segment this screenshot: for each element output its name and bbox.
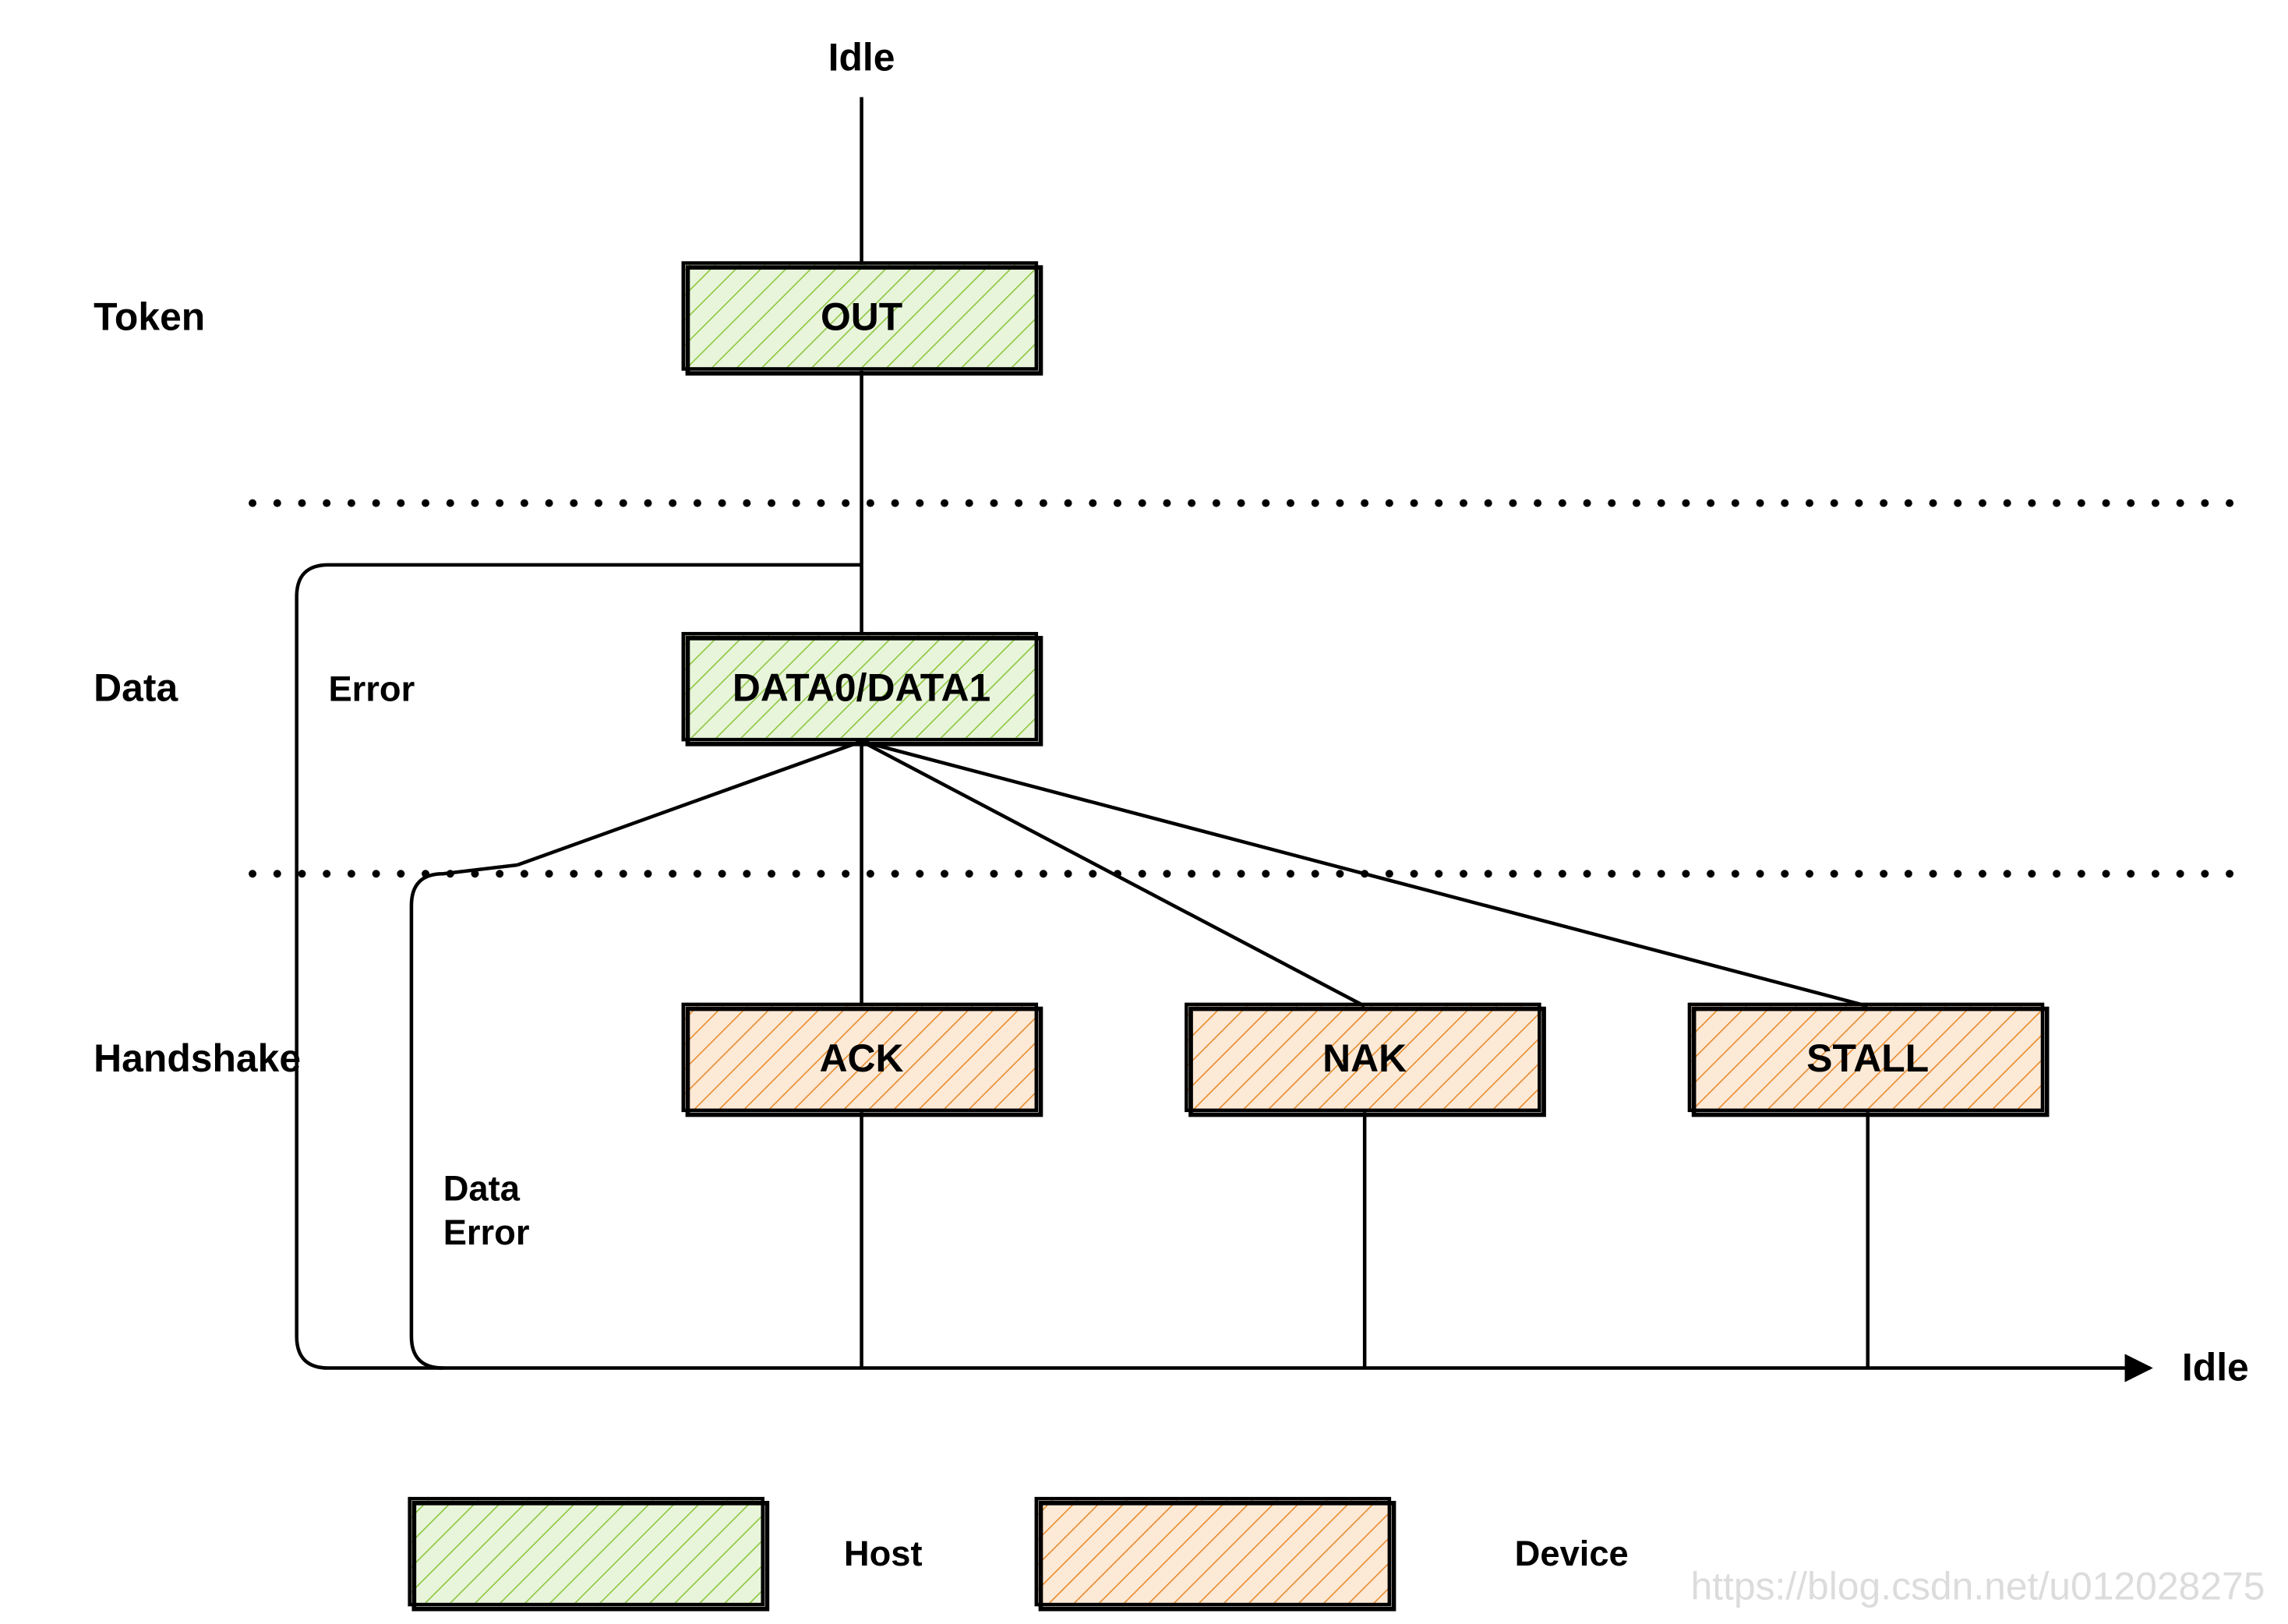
node-stall: STALL	[1690, 1004, 2047, 1115]
node-stall-label: STALL	[1806, 1036, 1929, 1080]
phase-label-handshake: Handshake	[94, 1036, 301, 1080]
idle-right-label: Idle	[2182, 1345, 2249, 1389]
node-data: DATA0/DATA1	[683, 634, 1041, 744]
node-ack-label: ACK	[820, 1036, 904, 1080]
legend-host-swatch	[410, 1499, 768, 1609]
idle-top-label: Idle	[828, 36, 895, 79]
node-ack: ACK	[683, 1004, 1041, 1115]
phase-divider	[249, 500, 2233, 507]
node-data-label: DATA0/DATA1	[733, 665, 990, 709]
node-nak-label: NAK	[1322, 1036, 1407, 1080]
node-out: OUT	[683, 263, 1041, 374]
legend-device-swatch	[1036, 1499, 1394, 1609]
edge-label-error: Error	[328, 669, 415, 708]
phase-divider	[249, 870, 2233, 877]
node-out-label: OUT	[821, 295, 902, 339]
edge-label-data-error-2: Error	[443, 1213, 530, 1252]
legend-host-label: Host	[844, 1534, 923, 1573]
watermark: https://blog.csdn.net/u012028275	[1690, 1564, 2265, 1608]
phase-label-data: Data	[94, 665, 178, 709]
edge-label-data-error-1: Data	[443, 1168, 521, 1208]
node-nak: NAK	[1186, 1004, 1544, 1115]
canvas-bg	[5, 0, 2283, 1624]
legend-device-label: Device	[1515, 1534, 1629, 1573]
phase-label-token: Token	[94, 295, 205, 339]
